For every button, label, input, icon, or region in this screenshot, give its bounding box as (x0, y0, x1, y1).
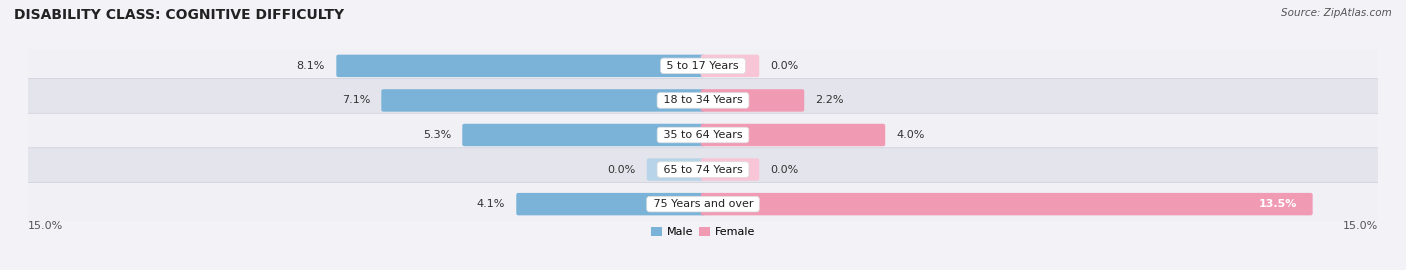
Legend: Male, Female: Male, Female (647, 223, 759, 242)
Text: 0.0%: 0.0% (607, 164, 636, 175)
Text: 4.0%: 4.0% (897, 130, 925, 140)
FancyBboxPatch shape (381, 89, 706, 112)
Text: DISABILITY CLASS: COGNITIVE DIFFICULTY: DISABILITY CLASS: COGNITIVE DIFFICULTY (14, 8, 344, 22)
FancyBboxPatch shape (24, 79, 1382, 122)
FancyBboxPatch shape (516, 193, 706, 215)
Text: 0.0%: 0.0% (770, 164, 799, 175)
FancyBboxPatch shape (700, 89, 804, 112)
Text: 35 to 64 Years: 35 to 64 Years (659, 130, 747, 140)
Text: 0.0%: 0.0% (770, 61, 799, 71)
FancyBboxPatch shape (24, 113, 1382, 157)
FancyBboxPatch shape (700, 158, 759, 181)
FancyBboxPatch shape (700, 55, 759, 77)
Text: 8.1%: 8.1% (297, 61, 325, 71)
Text: 7.1%: 7.1% (342, 95, 370, 106)
Text: 65 to 74 Years: 65 to 74 Years (659, 164, 747, 175)
Text: 2.2%: 2.2% (815, 95, 844, 106)
Text: Source: ZipAtlas.com: Source: ZipAtlas.com (1281, 8, 1392, 18)
Text: 15.0%: 15.0% (28, 221, 63, 231)
FancyBboxPatch shape (24, 148, 1382, 191)
Text: 18 to 34 Years: 18 to 34 Years (659, 95, 747, 106)
Text: 4.1%: 4.1% (477, 199, 505, 209)
Text: 75 Years and over: 75 Years and over (650, 199, 756, 209)
FancyBboxPatch shape (463, 124, 706, 146)
Text: 13.5%: 13.5% (1258, 199, 1296, 209)
FancyBboxPatch shape (336, 55, 706, 77)
Text: 15.0%: 15.0% (1343, 221, 1378, 231)
FancyBboxPatch shape (24, 182, 1382, 226)
FancyBboxPatch shape (700, 124, 886, 146)
FancyBboxPatch shape (700, 193, 1313, 215)
FancyBboxPatch shape (647, 158, 706, 181)
Text: 5.3%: 5.3% (423, 130, 451, 140)
FancyBboxPatch shape (24, 44, 1382, 88)
Text: 5 to 17 Years: 5 to 17 Years (664, 61, 742, 71)
